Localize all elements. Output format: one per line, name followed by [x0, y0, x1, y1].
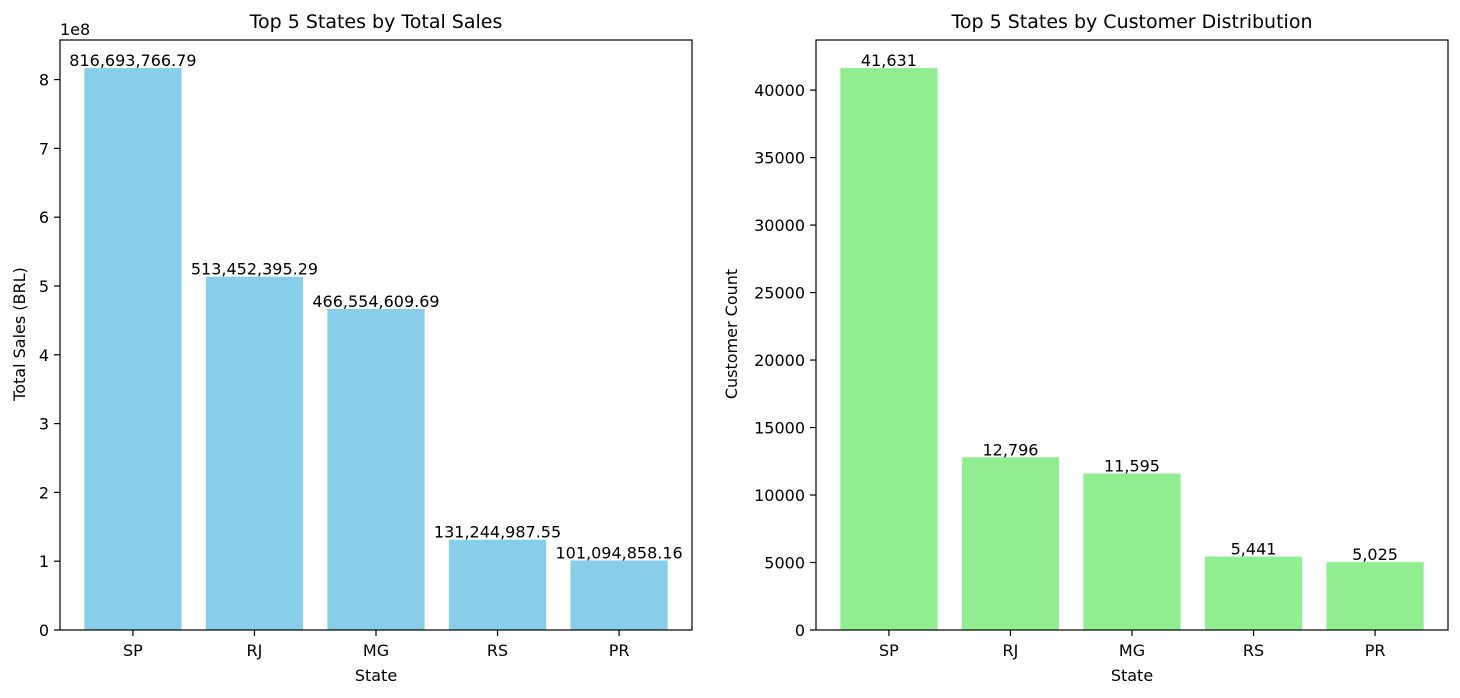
customer-value-label: 12,796: [982, 440, 1038, 459]
customer-ytick-label: 30000: [754, 216, 805, 235]
sales-chart-xlabel: State: [355, 666, 397, 685]
sales-ytick-label: 6: [39, 208, 49, 227]
customer-bar-sp: [840, 68, 938, 631]
customer-bar-rj: [961, 457, 1060, 630]
sales-value-label: 131,244,987.55: [434, 523, 561, 542]
customer-xtick-label: RJ: [1003, 641, 1019, 660]
customer-chart: Top 5 States by Customer Distribution St…: [722, 11, 1449, 685]
sales-chart-plot-area: 816,693,766.79 513,452,395.29 466,554,609.…: [39, 39, 693, 660]
sales-xtick-label: SP: [123, 641, 143, 660]
sales-ytick-label: 4: [39, 346, 49, 365]
sales-ytick-label: 5: [39, 277, 49, 296]
customer-bar-rs: [1204, 556, 1303, 630]
sales-ytick-label: 7: [39, 139, 49, 158]
customer-ytick-label: 25000: [754, 284, 805, 303]
customer-chart-xlabel: State: [1111, 666, 1153, 685]
customer-xtick-label: RS: [1243, 641, 1264, 660]
sales-value-label: 466,554,609.69: [312, 292, 439, 311]
customer-value-label: 41,631: [861, 51, 917, 70]
customer-xtick-label: MG: [1119, 641, 1145, 660]
sales-ytick-label: 2: [39, 483, 49, 502]
sales-value-label: 101,094,858.16: [555, 543, 682, 562]
sales-xtick-label: RJ: [247, 641, 263, 660]
sales-chart-title: Top 5 States by Total Sales: [249, 11, 503, 33]
customer-ytick-label: 10000: [754, 486, 805, 505]
customer-value-label: 5,441: [1231, 540, 1277, 559]
customer-ytick-label: 0: [795, 621, 805, 640]
sales-value-label: 513,452,395.29: [191, 260, 318, 279]
customer-chart-title: Top 5 States by Customer Distribution: [951, 11, 1313, 33]
sales-chart-ylabel: Total Sales (BRL): [10, 267, 29, 402]
sales-ytick-label: 0: [39, 621, 49, 640]
customer-bar-mg: [1083, 473, 1181, 630]
sales-ytick-label: 8: [39, 71, 49, 90]
sales-bar-rs: [448, 539, 547, 630]
customer-chart-ylabel: Customer Count: [722, 269, 741, 399]
sales-ytick-label: 3: [39, 415, 49, 434]
sales-xtick-label: RS: [487, 641, 508, 660]
customer-xtick-label: SP: [879, 641, 899, 660]
sales-xtick-label: MG: [363, 641, 389, 660]
sales-chart: Top 5 States by Total Sales 1e8 State To…: [10, 11, 693, 685]
customer-ytick-label: 20000: [754, 351, 805, 370]
sales-value-label: 816,693,766.79: [69, 51, 196, 70]
sales-chart-offset-label: 1e8: [60, 20, 90, 39]
sales-bar-sp: [84, 68, 182, 631]
customer-xtick-label: PR: [1365, 641, 1386, 660]
customer-ytick-label: 35000: [754, 149, 805, 168]
customer-ytick-label: 5000: [764, 554, 805, 573]
customer-ytick-label: 15000: [754, 419, 805, 438]
sales-bar-mg: [327, 308, 425, 630]
customer-chart-plot-area: 41,631 12,796 11,595 5,441 5,025 SP RJ MG RS PR 0 5…: [754, 39, 1449, 660]
customer-ytick-label: 40000: [754, 81, 805, 100]
sales-ytick-label: 1: [39, 552, 49, 571]
customer-bar-pr: [1326, 562, 1424, 630]
sales-bar-pr: [570, 560, 668, 630]
sales-xtick-label: PR: [609, 641, 630, 660]
sales-bar-rj: [205, 276, 304, 630]
customer-value-label: 5,025: [1352, 545, 1398, 564]
customer-value-label: 11,595: [1104, 456, 1160, 475]
